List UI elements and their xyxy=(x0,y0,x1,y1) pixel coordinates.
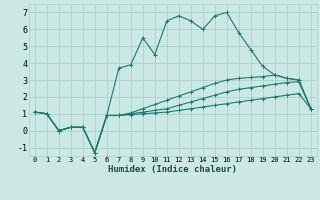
X-axis label: Humidex (Indice chaleur): Humidex (Indice chaleur) xyxy=(108,165,237,174)
